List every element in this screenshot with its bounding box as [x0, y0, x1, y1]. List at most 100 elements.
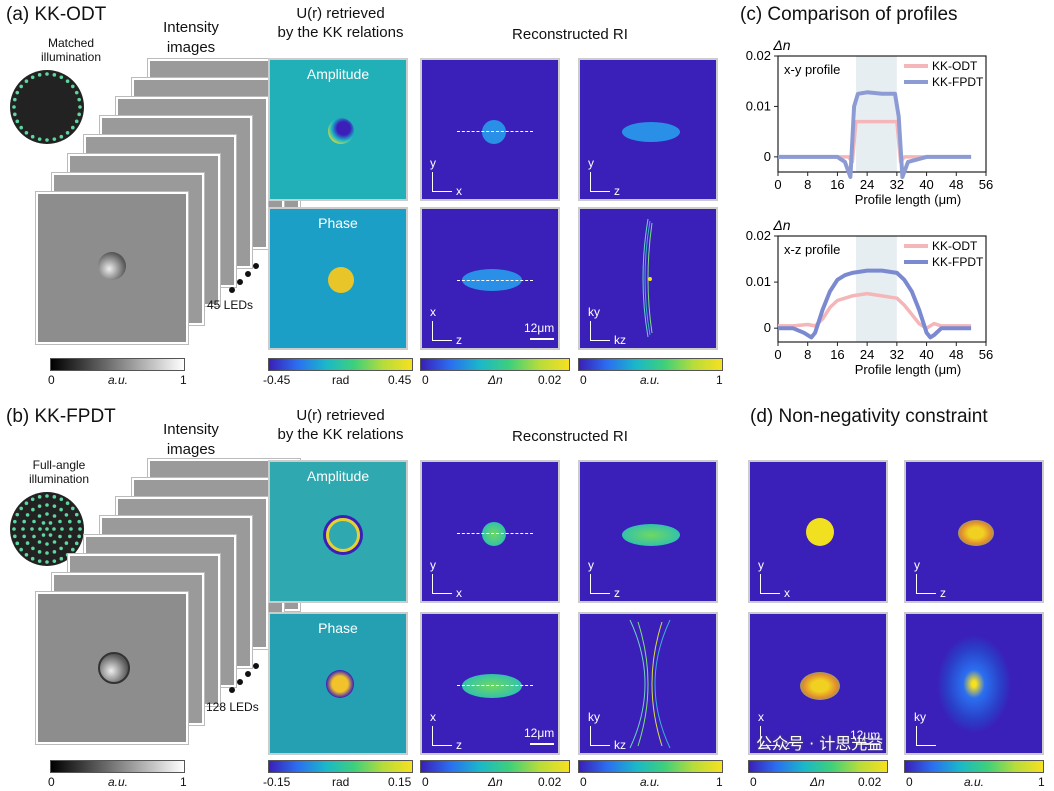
illum-label-line: Full-angle — [32, 458, 86, 472]
led-dot — [74, 119, 79, 124]
led-dot — [31, 507, 35, 512]
y-tick-label: 0.02 — [746, 228, 771, 243]
intensity-image — [36, 592, 188, 744]
panel-c-title: (c) Comparison of profiles — [740, 4, 958, 25]
axis-label: x — [430, 305, 436, 319]
led-dot — [30, 75, 35, 80]
led-dot — [52, 73, 57, 77]
axis-arrow — [916, 574, 917, 594]
nn-xy: y x — [748, 460, 888, 603]
led-dot — [41, 533, 46, 537]
led-dot — [37, 495, 42, 499]
ri-xy-a: y x — [420, 58, 560, 201]
led-dot — [41, 521, 46, 525]
led-dot — [77, 112, 81, 117]
x-tick-label: 0 — [774, 177, 781, 192]
illum-label-b: Full-angle illumination — [4, 458, 114, 486]
profile-line — [457, 685, 533, 686]
axis-arrow — [432, 745, 452, 746]
led-dot — [45, 512, 49, 516]
colorbar-min: -0.45 — [263, 373, 291, 387]
axis-label: y — [430, 558, 436, 572]
panel-b-title: (b) KK-FPDT — [6, 406, 116, 427]
profile-line — [457, 131, 533, 132]
colorbar-min: 0 — [422, 373, 429, 387]
axis-label: z — [940, 586, 946, 600]
axis-label: x — [758, 710, 764, 724]
colorbar-min: 0 — [750, 775, 757, 789]
axis-label: ky — [588, 305, 600, 319]
ri-xz-b: x z 12μm — [420, 612, 560, 755]
dn-colorbar-b — [420, 760, 570, 773]
led-dot — [48, 533, 53, 537]
led-dot — [71, 506, 75, 511]
x-tick-label: 48 — [949, 347, 963, 362]
intensity-label-line: Intensity — [163, 19, 219, 36]
led-disk-full-icon — [10, 492, 84, 566]
led-dot — [24, 501, 29, 505]
ellipsis-dots-icon — [229, 263, 259, 293]
scale-bar-label: 12μm — [524, 726, 555, 740]
led-dot — [19, 84, 23, 89]
led-dot — [74, 90, 79, 95]
led-dot — [37, 550, 42, 554]
bead-amplitude — [328, 118, 354, 144]
axis-arrow — [760, 745, 780, 746]
led-dot — [37, 73, 42, 77]
led-dot — [19, 547, 23, 552]
plot-frame — [777, 235, 987, 343]
colorbar-max: 0.02 — [538, 775, 562, 789]
y-tick-label: 0 — [764, 320, 771, 335]
x-tick-label: 8 — [804, 347, 811, 362]
x-tick-label: 32 — [890, 177, 904, 192]
led-dot — [19, 125, 23, 130]
colorbar-unit: Δn — [488, 373, 503, 387]
axis-arrow — [590, 593, 610, 594]
led-dot — [37, 504, 42, 508]
phase-label: Phase — [318, 215, 358, 231]
led-dot — [58, 519, 62, 524]
retrieved-label-a: U(r) retrieved by the KK relations — [268, 4, 413, 42]
au-colorbar-d — [904, 760, 1044, 773]
bead-intensity — [98, 652, 130, 684]
colorbar-unit: a.u. — [640, 373, 661, 387]
nn-yz: y z — [904, 460, 1044, 603]
led-dot — [37, 559, 42, 563]
au-colorbar-a — [578, 358, 723, 371]
x-axis-label: Profile length (μm) — [855, 362, 961, 377]
led-dot — [78, 105, 82, 109]
bead-xz — [800, 672, 840, 700]
led-dot — [77, 97, 81, 102]
ri-xz-a: x z 12μm — [420, 207, 560, 350]
led-dot — [22, 519, 26, 524]
bead-yz — [622, 122, 680, 142]
y-tick-label: 0.01 — [746, 274, 771, 289]
colorbar-max: 0.45 — [388, 373, 412, 387]
bead-yz — [622, 524, 680, 546]
highlight-region — [856, 236, 897, 342]
bead-amplitude — [326, 518, 360, 552]
axis-arrow — [760, 726, 761, 746]
y-tick-label: 0.02 — [746, 48, 771, 63]
led-dot — [45, 494, 49, 498]
x-tick-label: 40 — [919, 177, 933, 192]
led-dot — [32, 534, 36, 539]
led-dot — [13, 112, 17, 117]
amplitude-map-b: Amplitude — [268, 460, 408, 603]
led-dot — [69, 527, 73, 531]
led-dot — [13, 534, 17, 539]
axis-arrow — [760, 574, 761, 594]
led-dot — [59, 75, 64, 80]
chart-title: x-y profile — [784, 62, 840, 77]
axis-label: x — [456, 184, 462, 198]
led-dot — [52, 540, 57, 544]
led-dot — [77, 519, 81, 524]
colorbar-min: 0 — [580, 373, 587, 387]
colorbar-unit: a.u. — [964, 775, 985, 789]
colorbar-min: 0 — [422, 775, 429, 789]
phase-colorbar-b — [268, 760, 413, 773]
colorbar-max: 1 — [1038, 775, 1045, 789]
led-dot — [15, 90, 20, 95]
series-line-kk-fpdt — [778, 90, 972, 179]
led-dot — [58, 534, 62, 539]
